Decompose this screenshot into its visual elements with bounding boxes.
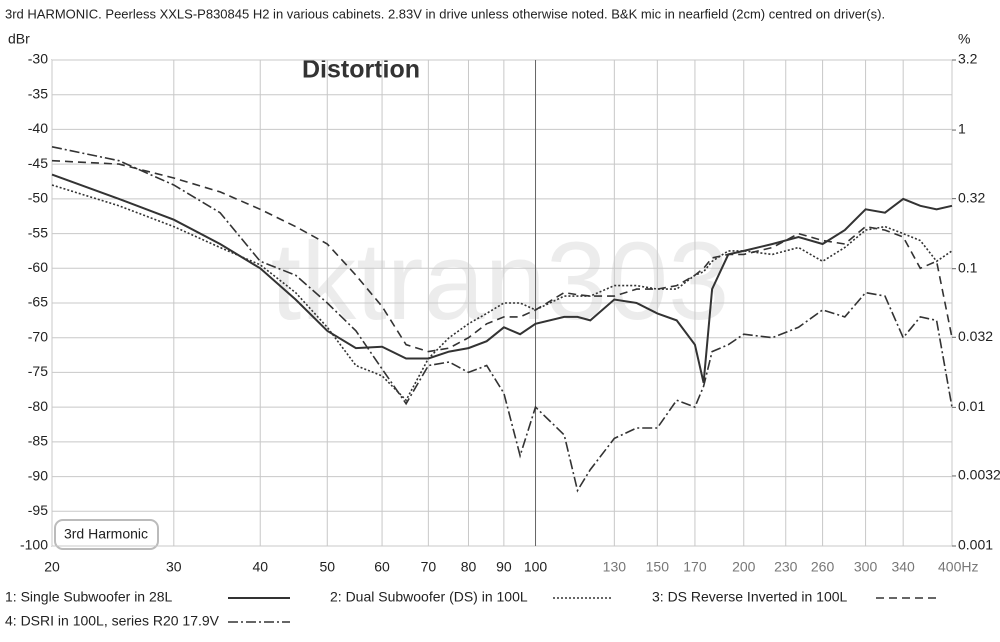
x-tick-label: 20 — [44, 559, 60, 575]
x-tick-label: 80 — [461, 559, 477, 575]
y-tick-label: -90 — [28, 467, 48, 483]
x-tick-label: 40 — [252, 559, 268, 575]
y2-tick-label: 0.0032 — [958, 467, 1000, 483]
y-tick-label: -70 — [28, 328, 48, 344]
x-tick-label: 150 — [646, 559, 670, 575]
legend-label: 1: Single Subwoofer in 28L — [5, 589, 173, 605]
y-tick-label: -85 — [28, 433, 48, 449]
grid — [51, 59, 953, 547]
y-tick-label: -55 — [28, 224, 48, 240]
series-line — [51, 159, 953, 353]
y-tick-label: -65 — [28, 294, 48, 310]
x-tick-label: 130 — [603, 559, 627, 575]
x-tick-label: 170 — [683, 559, 707, 575]
series-line — [51, 146, 953, 493]
legend-label: 2: Dual Subwoofer (DS) in 100L — [330, 589, 528, 605]
y-tick-label: -75 — [28, 363, 48, 379]
y2-tick-label: 0.01 — [958, 398, 985, 414]
x-tick-label: 340 — [891, 559, 915, 575]
x-tick-label: 50 — [319, 559, 335, 575]
series-line — [51, 173, 953, 384]
y2-tick-label: 3.2 — [958, 51, 978, 67]
x-tick-label: 200 — [732, 559, 756, 575]
y2-tick-label: 0.32 — [958, 189, 985, 205]
y-tick-label: -95 — [28, 502, 48, 518]
y-tick-label: -45 — [28, 155, 48, 171]
watermark: tktran303 — [271, 220, 730, 343]
series-line — [51, 184, 953, 402]
y-tick-label: -60 — [28, 259, 48, 275]
x-tick-label: 400Hz — [938, 559, 978, 575]
y-tick-label: -40 — [28, 120, 48, 136]
y2-tick-label: 0.032 — [958, 328, 993, 344]
x-tick-label: 60 — [374, 559, 390, 575]
legend-label: 4: DSRI in 100L, series R20 17.9V — [5, 613, 220, 629]
x-tick-label: 260 — [811, 559, 835, 575]
y-tick-label: -50 — [28, 190, 48, 206]
y-tick-label: -100 — [20, 537, 48, 553]
x-tick-label: 70 — [421, 559, 437, 575]
y2-tick-label: 0.001 — [958, 537, 993, 553]
panel-label: 3rd Harmonic — [64, 526, 148, 542]
chart-title: 3rd HARMONIC. Peerless XXLS-P830845 H2 i… — [5, 6, 885, 21]
x-tick-label: 90 — [496, 559, 512, 575]
panel-label-box — [54, 519, 159, 550]
y2-tick-label: 1 — [958, 121, 966, 137]
x-tick-label: 230 — [774, 559, 798, 575]
x-tick-label: 300 — [854, 559, 878, 575]
x-tick-label: 100 — [524, 559, 548, 575]
y-axis-label: dBr — [8, 31, 30, 47]
y-tick-label: -30 — [28, 51, 48, 67]
y2-axis-label: % — [958, 31, 970, 47]
legend-label: 3: DS Reverse Inverted in 100L — [652, 589, 848, 605]
x-tick-label: 30 — [166, 559, 182, 575]
y2-tick-label: 0.1 — [958, 259, 978, 275]
y-tick-label: -80 — [28, 398, 48, 414]
y-tick-label: -35 — [28, 85, 48, 101]
